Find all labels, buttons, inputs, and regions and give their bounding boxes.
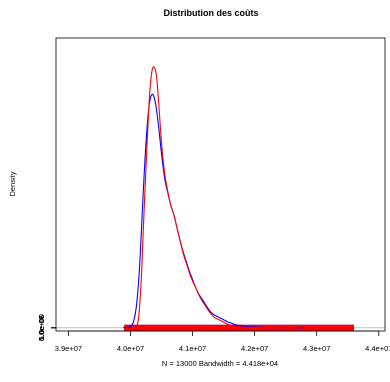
rug-band-2 [124,324,354,331]
y-tick-label: 5.0e-07 [37,315,46,340]
y-tick-label: 0.0e+00 [37,314,46,341]
x-tick-label: 4.1e+07 [179,344,206,353]
y-axis-label: Density [8,171,17,196]
x-axis-label: N = 13000 Bandwidth = 4.418e+04 [162,359,278,368]
density-line-2 [133,66,299,329]
x-tick-label: 4.0e+07 [117,344,144,353]
chart-title: Distribution des coûts [163,8,258,18]
y-tick-label: 1.5e-06 [37,315,46,340]
y-tick-label: 1.0e-06 [37,315,46,340]
y-axis: 0.0e+005.0e-071.0e-061.5e-06 [37,314,57,341]
series-layer [123,66,305,329]
rug-layer [124,324,354,331]
x-axis: 3.9e+07 4.0e+07 4.1e+07 4.2e+07 4.3e+07 4.4e+… [55,330,390,353]
x-tick-label: 4.4e+07 [365,344,390,353]
x-tick-label: 4.3e+07 [303,344,330,353]
x-tick-label: 3.9e+07 [55,344,82,353]
x-tick-label: 4.2e+07 [241,344,268,353]
density-line-1 [123,93,305,329]
